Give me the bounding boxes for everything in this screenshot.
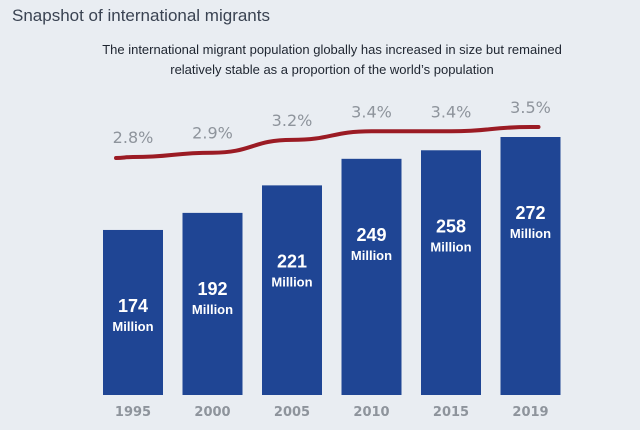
bar-2010 bbox=[341, 158, 402, 395]
bar-2005 bbox=[262, 185, 322, 395]
bar-1995 bbox=[103, 229, 163, 395]
share-label-2015: 3.4% bbox=[431, 102, 472, 121]
bar-2000 bbox=[182, 212, 243, 395]
chart-subtitle-line-1: The international migrant population glo… bbox=[102, 42, 562, 57]
bar-value-label: 221 bbox=[277, 251, 307, 271]
bar-unit-label: Million bbox=[112, 319, 153, 334]
chart-title: Snapshot of international migrants bbox=[12, 6, 270, 25]
bar-value-label: 249 bbox=[356, 225, 386, 245]
bar-value-label: 258 bbox=[436, 216, 466, 236]
x-tick-2019: 2019 bbox=[512, 405, 548, 420]
share-label-2010: 3.4% bbox=[351, 102, 392, 121]
x-tick-2005: 2005 bbox=[274, 405, 310, 420]
chart-subtitle-line-2: relatively stable as a proportion of the… bbox=[170, 62, 494, 77]
share-trend-line bbox=[114, 125, 541, 160]
bar-value-label: 192 bbox=[197, 279, 227, 299]
bar-value-label: 272 bbox=[515, 203, 545, 223]
bar-2019 bbox=[500, 137, 561, 395]
x-tick-1995: 1995 bbox=[115, 405, 151, 420]
bar-2015 bbox=[421, 150, 481, 395]
share-label-1995: 2.8% bbox=[113, 128, 154, 147]
x-tick-2000: 2000 bbox=[194, 405, 230, 420]
bar-value-label: 174 bbox=[118, 296, 148, 316]
bar-unit-label: Million bbox=[510, 226, 551, 241]
share-label-2019: 3.5% bbox=[510, 98, 551, 117]
share-label-2005: 3.2% bbox=[272, 111, 313, 130]
x-tick-2010: 2010 bbox=[353, 405, 389, 420]
bar-unit-label: Million bbox=[192, 302, 233, 317]
bar-unit-label: Million bbox=[351, 248, 392, 263]
bar-unit-label: Million bbox=[430, 239, 471, 254]
bar-unit-label: Million bbox=[271, 274, 312, 289]
x-tick-2015: 2015 bbox=[433, 405, 469, 420]
share-label-2000: 2.9% bbox=[192, 124, 233, 143]
